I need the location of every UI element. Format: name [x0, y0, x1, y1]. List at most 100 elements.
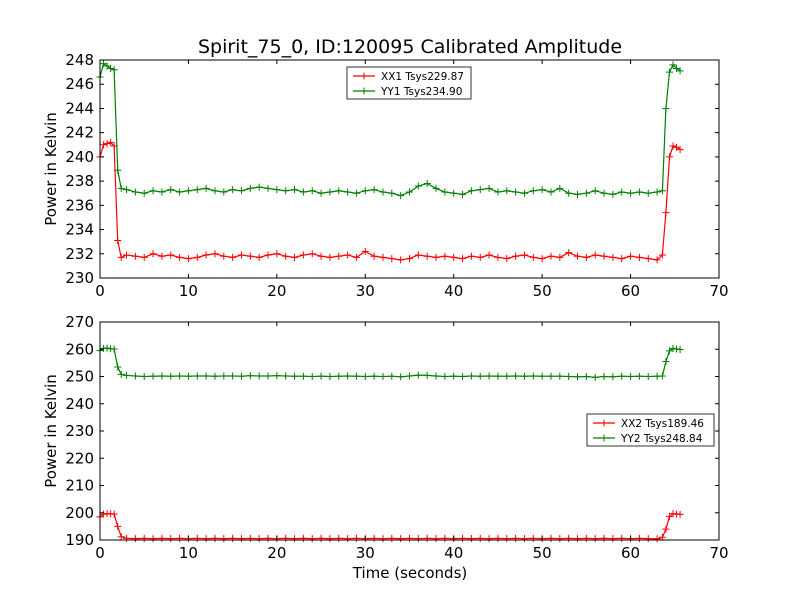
bottom-data-point [635, 534, 643, 542]
top-data-point [503, 255, 511, 263]
bottom-data-point [184, 372, 192, 380]
top-data-point [255, 183, 263, 191]
bottom-data-point [406, 534, 413, 542]
bottom-x-tick-label: 10 [179, 544, 198, 562]
bottom-data-point [229, 372, 237, 380]
bottom-data-point [110, 510, 118, 518]
top-y-tick-label: 242 [65, 124, 94, 142]
bottom-data-point [618, 534, 626, 542]
top-data-point [653, 188, 661, 196]
bottom-data-point [662, 358, 670, 366]
bottom-data-point [467, 372, 475, 380]
bottom-data-point [123, 534, 131, 542]
bottom-data-point [644, 373, 652, 380]
top-data-point [556, 184, 564, 192]
top-data-point [176, 188, 184, 196]
top-data-point [459, 255, 467, 263]
bottom-legend: XX2 Tsys189.46 YY2 Tsys248.84 [586, 413, 715, 447]
top-data-point [547, 252, 555, 260]
top-data-point [432, 184, 440, 192]
top-data-point [618, 188, 626, 196]
top-x-tick-label: 20 [267, 282, 286, 300]
bottom-y-tick-label: 250 [65, 368, 94, 386]
top-data-point [273, 250, 281, 258]
bottom-data-point [317, 372, 325, 380]
bottom-data-point [370, 372, 378, 380]
bottom-series-1 [96, 510, 684, 543]
top-data-point [176, 253, 184, 261]
bottom-y-tick-label: 230 [65, 422, 94, 440]
top-data-point [665, 153, 673, 161]
bottom-data-point [388, 534, 396, 542]
top-data-point [335, 187, 343, 195]
top-legend-label: XX1 Tsys229.87 [381, 71, 464, 83]
bottom-data-point [237, 535, 245, 543]
bottom-y-tick-label: 220 [65, 449, 94, 467]
bottom-data-point [459, 373, 467, 380]
top-data-point [662, 209, 670, 217]
top-data-point [308, 187, 316, 195]
top-data-point [600, 252, 608, 260]
top-data-point [246, 184, 254, 192]
bottom-data-point [669, 510, 677, 518]
bottom-legend-marker [600, 434, 608, 442]
top-data-point [344, 251, 352, 259]
top-y-tick-label: 230 [65, 269, 94, 287]
bottom-data-point [202, 372, 210, 380]
top-legend-marker [360, 72, 368, 80]
bottom-data-point [335, 534, 343, 542]
bottom-data-point [149, 535, 157, 543]
top-data-point [370, 252, 378, 260]
top-data-point [158, 252, 166, 260]
bottom-y-tick-label: 200 [65, 504, 94, 522]
bottom-legend-entry: YY2 Tsys248.84 [593, 433, 703, 445]
top-data-point [344, 188, 352, 196]
bottom-data-point [379, 373, 387, 380]
bottom-x-tick-label: 50 [533, 544, 552, 562]
top-data-point [485, 184, 493, 192]
bottom-y-tick-label: 260 [65, 340, 94, 358]
bottom-data-point [432, 535, 440, 543]
top-axes-frame [99, 59, 720, 279]
bottom-y-tick-label: 210 [65, 477, 94, 495]
bottom-data-point [676, 346, 684, 354]
bottom-data-point [520, 535, 528, 543]
top-x-tick-label: 10 [179, 282, 198, 300]
bottom-legend-box [586, 413, 715, 447]
top-data-point [220, 188, 228, 196]
top-data-point [450, 253, 458, 261]
top-data-point [574, 190, 582, 198]
top-data-point [467, 187, 475, 195]
bottom-data-point [291, 372, 299, 380]
top-data-point [246, 252, 254, 260]
bottom-data-point [618, 372, 626, 380]
top-data-point [485, 251, 493, 259]
bottom-data-point [326, 535, 334, 543]
chart-title: Spirit_75_0, ID:120095 Calibrated Amplit… [198, 36, 622, 58]
top-data-point [673, 64, 681, 72]
bottom-data-point [229, 534, 237, 542]
bottom-data-point [131, 535, 139, 543]
top-data-point [397, 256, 405, 264]
bottom-data-point [432, 372, 440, 380]
top-data-point [299, 188, 307, 196]
top-data-point [100, 60, 108, 68]
top-data-point [317, 189, 325, 197]
bottom-data-point [100, 510, 108, 518]
bottom-data-point [512, 372, 520, 380]
top-data-point [441, 252, 449, 260]
top-data-point [335, 252, 343, 260]
bottom-data-point [158, 534, 166, 542]
bottom-y-axis-label: Power in Kelvin [42, 374, 60, 488]
bottom-data-point [665, 513, 673, 521]
top-data-point [123, 186, 131, 194]
bottom-data-point [450, 372, 458, 380]
bottom-data-point [193, 372, 201, 380]
top-data-point [379, 188, 387, 196]
bottom-data-point [591, 373, 599, 381]
top-data-point [673, 143, 681, 151]
top-data-point [406, 188, 413, 196]
bottom-data-point [193, 534, 201, 542]
bottom-data-point [414, 535, 422, 543]
